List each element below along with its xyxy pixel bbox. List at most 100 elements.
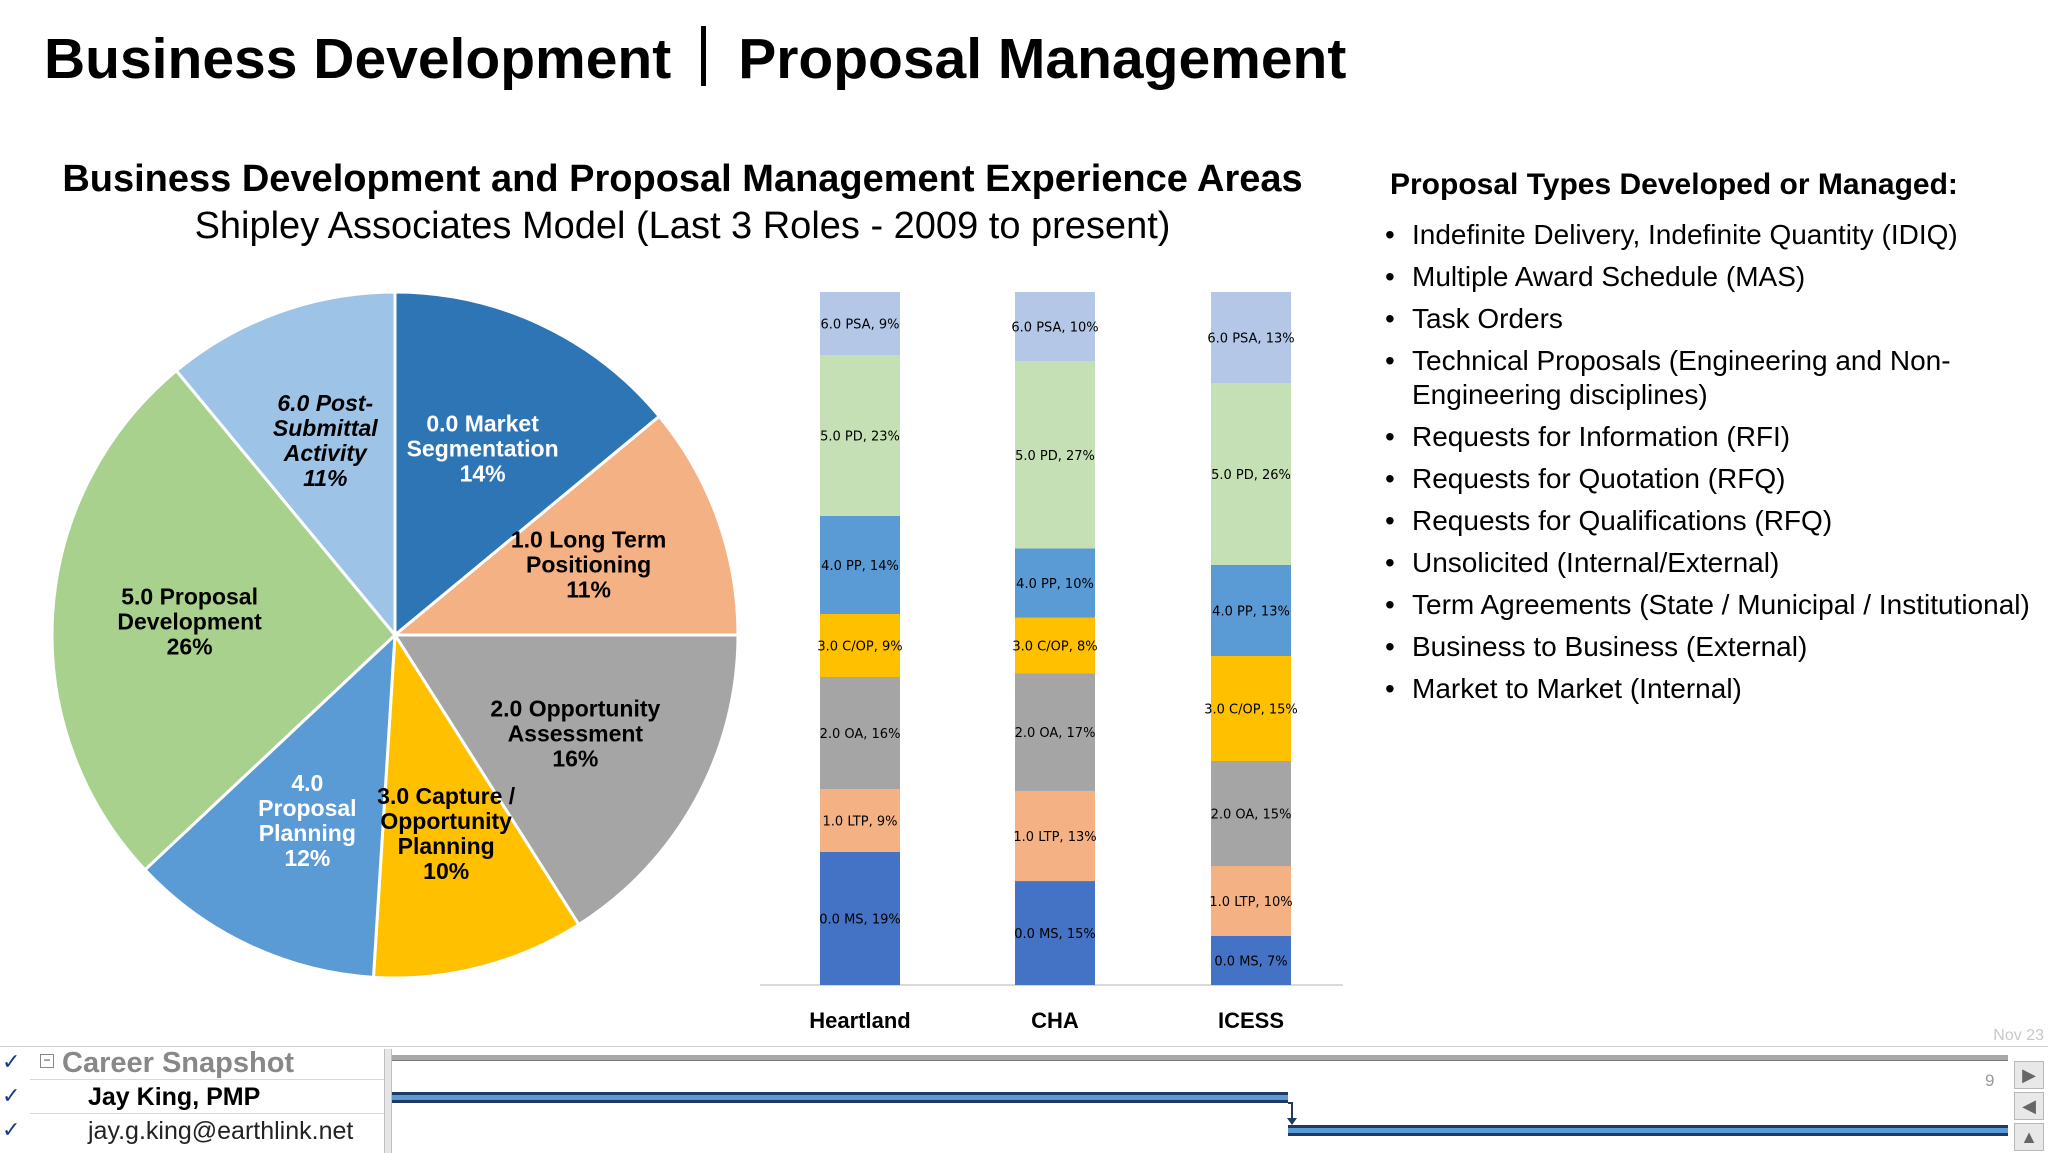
pie-slice [50, 368, 398, 872]
email-row[interactable]: ✓ jay.g.king@earthlink.net [0, 1115, 384, 1147]
bar-segment [820, 614, 900, 677]
pie-slice-label: 5.0 Proposal Development 26% [117, 583, 262, 660]
scroll-left-icon[interactable]: ◀ [2014, 1092, 2044, 1120]
bar-data-label: 6.0 PSA, 10% [1011, 321, 1098, 336]
timeline-header-line [392, 1060, 2008, 1061]
snapshot-label: Career Snapshot [62, 1047, 295, 1079]
scroll-controls: ▶ ◀ ▲ [2014, 1061, 2044, 1153]
timeline-header-bar [392, 1055, 2008, 1060]
gantt-timeline [392, 1055, 2008, 1136]
bar-data-label: 6.0 PSA, 9% [821, 318, 900, 333]
bar-data-label: 3.0 C/OP, 8% [1012, 639, 1097, 654]
scroll-up-icon[interactable]: ▲ [2014, 1123, 2044, 1151]
pie-slice [393, 290, 662, 639]
bar-data-label: 4.0 PP, 14% [821, 559, 899, 574]
date-label: Nov 23 [1993, 1027, 2044, 1044]
bar-segment [1015, 617, 1095, 674]
row-divider [30, 1079, 384, 1080]
bar-segment [1211, 936, 1291, 985]
bar-segment [820, 789, 900, 852]
bar-data-label: 5.0 PD, 27% [1015, 449, 1095, 464]
bar-segment [1015, 673, 1095, 791]
stacked-bar-chart: 0.0 MS, 19% 1.0 LTP, 9% 2.0 OA, 16% 3.0 C/O… [760, 292, 1343, 1033]
category-tick-label: ICESS [1218, 1008, 1284, 1033]
pie-slice [174, 290, 397, 640]
bar-segment [1211, 866, 1291, 936]
gantt-bar-1[interactable] [392, 1092, 1288, 1103]
bar-segment [820, 852, 900, 985]
bar-segment [1015, 548, 1095, 618]
chart-title: Business Development and Proposal Manage… [62, 158, 1303, 200]
panel-splitter[interactable] [384, 1049, 392, 1153]
bar-data-label: 5.0 PD, 23% [820, 430, 900, 445]
bar-data-label: 0.0 MS, 15% [1014, 927, 1095, 942]
bar-segment [820, 516, 900, 614]
page-number: 9 [1985, 1071, 1995, 1090]
gantt-link [1288, 1102, 1293, 1119]
bar-segment [1211, 292, 1291, 383]
category-tick-label: CHA [1031, 1008, 1079, 1033]
pie-slice-label: 3.0 Capture / Opportunity Planning 10% [377, 783, 516, 885]
bar-data-label: 2.0 OA, 16% [820, 727, 901, 742]
gantt-link-arrow-icon [1287, 1118, 1297, 1125]
bar-data-label: 2.0 OA, 17% [1015, 726, 1096, 741]
name-label: Jay King, PMP [88, 1083, 261, 1111]
pie-slice-label: 1.0 Long Term Positioning 11% [510, 526, 667, 603]
title-separator [701, 26, 707, 86]
pie-labels: 0.0 Market Segmentation 14% 1.0 Long Term… [0, 0, 760, 1010]
scroll-right-icon[interactable]: ▶ [2014, 1061, 2044, 1089]
name-row[interactable]: ✓ Jay King, PMP [0, 1081, 384, 1113]
pie-slice-label: 6.0 Post- Submittal Activity 11% [272, 390, 378, 492]
pie-slice-label: 2.0 Opportunity Assessment 16% [490, 695, 661, 772]
bar-segment [1211, 761, 1291, 866]
proposal-type-item: Term Agreements (State / Municipal / Ins… [1385, 588, 2045, 622]
snapshot-row[interactable]: ✓ − Career Snapshot [0, 1047, 384, 1079]
bar-segment [1015, 361, 1095, 549]
category-tick-label: Heartland [809, 1008, 910, 1033]
proposal-type-item: Technical Proposals (Engineering and Non… [1385, 344, 2045, 412]
proposal-type-item: Business to Business (External) [1385, 630, 2045, 664]
bar-data-label: 3.0 C/OP, 9% [817, 640, 902, 655]
bar-data-label: 6.0 PSA, 13% [1207, 332, 1294, 347]
check-icon: ✓ [2, 1049, 21, 1074]
bar-data-label: 2.0 OA, 15% [1211, 808, 1292, 823]
bottom-panel: ✓ − Career Snapshot ✓ Jay King, PMP ✓ ja… [0, 1046, 2048, 1153]
bar-segment [820, 355, 900, 516]
proposal-type-item: Indefinite Delivery, Indefinite Quantity… [1385, 218, 2045, 252]
bar-segment [1211, 656, 1291, 761]
pie-slice [371, 630, 581, 980]
proposal-types-panel: Proposal Types Developed or Managed: Ind… [1385, 168, 2045, 714]
email-label: jay.g.king@earthlink.net [88, 1117, 354, 1145]
bar-data-label: 0.0 MS, 7% [1214, 955, 1287, 970]
bar-data-label: 1.0 LTP, 10% [1209, 895, 1292, 910]
proposal-type-item: Task Orders [1385, 302, 2045, 336]
proposal-type-item: Multiple Award Schedule (MAS) [1385, 260, 2045, 294]
proposal-type-item: Requests for Qualifications (RFQ) [1385, 504, 2045, 538]
check-icon: ✓ [2, 1117, 21, 1142]
pie-slice [142, 631, 397, 979]
page-title: Business Development Proposal Management [44, 26, 1346, 92]
bar-segment [1211, 565, 1291, 656]
page-title-right: Proposal Management [738, 27, 1347, 91]
bar-data-label: 0.0 MS, 19% [819, 913, 900, 928]
pie-slice [390, 414, 740, 637]
collapse-icon[interactable]: − [40, 1054, 54, 1068]
bar-segment [820, 677, 900, 789]
bar-data-label: 1.0 LTP, 9% [823, 815, 898, 830]
gantt-bar-2[interactable] [1288, 1125, 2008, 1136]
proposal-type-item: Market to Market (Internal) [1385, 672, 2045, 706]
proposal-types-list: Indefinite Delivery, Indefinite Quantity… [1385, 218, 2045, 706]
bar-segment [1015, 790, 1095, 882]
proposal-type-item: Requests for Quotation (RFQ) [1385, 462, 2045, 496]
bar-segment [1015, 292, 1095, 362]
page-title-left: Business Development [44, 27, 672, 91]
row-divider [30, 1113, 384, 1114]
proposal-type-item: Requests for Information (RFI) [1385, 420, 2045, 454]
bar-data-label: 3.0 C/OP, 15% [1204, 703, 1298, 718]
proposal-types-heading: Proposal Types Developed or Managed: [1390, 168, 1958, 201]
bar-data-label: 5.0 PD, 26% [1211, 468, 1291, 483]
pie-slice-label: 0.0 Market Segmentation 14% [406, 410, 559, 487]
bar-data-label: 4.0 PP, 10% [1016, 577, 1094, 592]
proposal-type-item: Unsolicited (Internal/External) [1385, 546, 2045, 580]
bar-data-label: 4.0 PP, 13% [1212, 605, 1290, 620]
